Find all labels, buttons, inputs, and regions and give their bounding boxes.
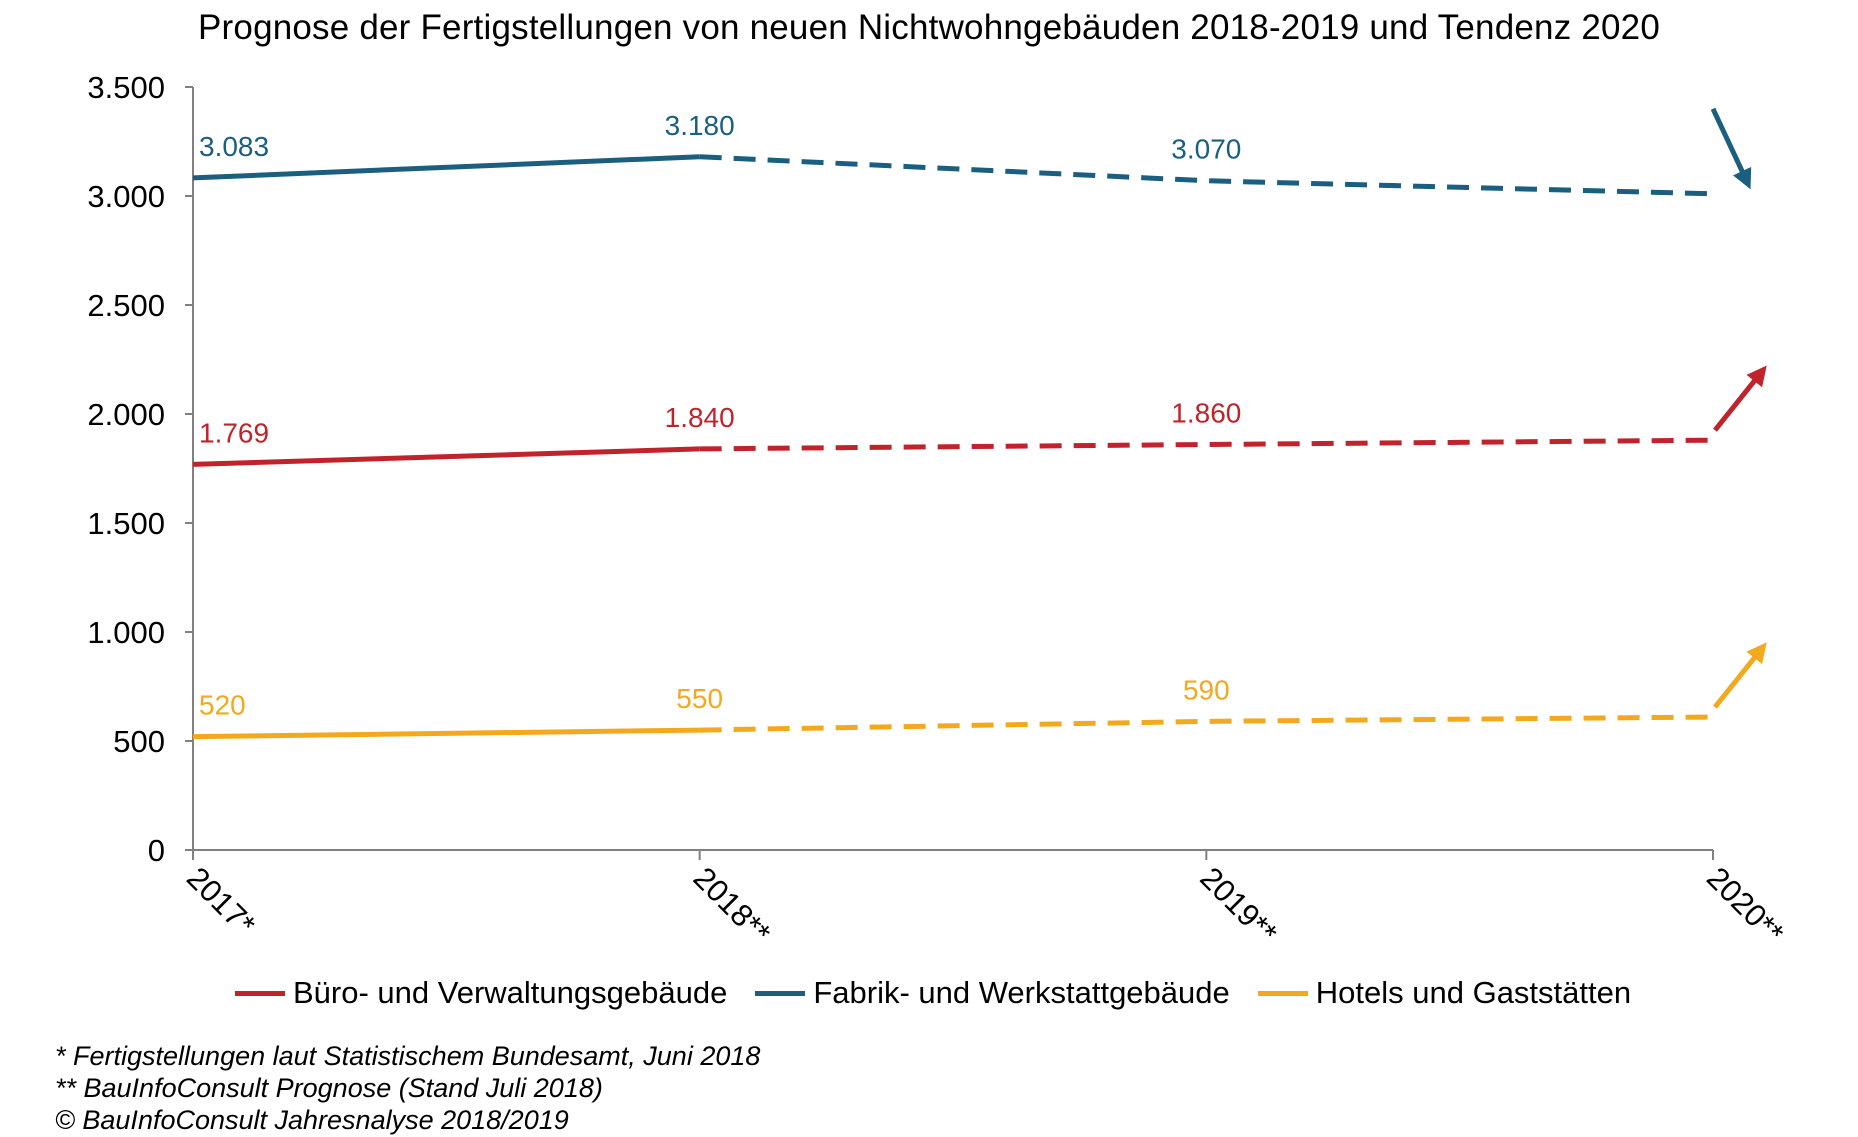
- trend-arrow-2020: [1713, 365, 1767, 432]
- legend-swatch-hotels: [1257, 990, 1308, 996]
- data-label: 3.180: [665, 110, 735, 141]
- y-tick-label: 2.000: [87, 397, 165, 432]
- x-tick-label: 2020**: [1700, 860, 1791, 951]
- data-label: 3.083: [199, 131, 269, 162]
- x-tick-label: 2019**: [1193, 860, 1284, 951]
- legend-item-hotels: Hotels und Gaststätten: [1257, 975, 1632, 1011]
- chart-title: Prognose der Fertigstellungen von neuen …: [198, 8, 1660, 47]
- data-label: 520: [199, 690, 246, 721]
- y-tick-label: 3.000: [87, 179, 165, 214]
- footnote-copyright: © BauInfoConsult Jahresnalyse 2018/2019: [55, 1105, 569, 1135]
- series-line-forecast: [699, 437, 1714, 452]
- series-line-solid: [192, 446, 700, 467]
- series-line-solid: [192, 154, 700, 181]
- footnote-source-destatis: * Fertigstellungen laut Statistischem Bu…: [55, 1041, 761, 1071]
- legend-label-fabrik: Fabrik- und Werkstattgebäude: [813, 975, 1230, 1010]
- y-tick-label: 2.500: [87, 288, 165, 323]
- chart-legend: Büro- und Verwaltungsgebäude Fabrik- und…: [235, 975, 1659, 1011]
- legend-label-buero: Büro- und Verwaltungsgebäude: [293, 975, 728, 1010]
- data-label: 590: [1183, 674, 1230, 705]
- line-chart: 0 500 1.000 1.500 2.000 2.500 3.000 3.500 2017* 2…: [87, 70, 1790, 951]
- trend-arrow-2020: [1710, 107, 1752, 190]
- chart-axes: 0 500 1.000 1.500 2.000 2.500 3.000 3.500 2017* 2…: [87, 70, 1790, 951]
- x-tick-label: 2018**: [687, 860, 778, 951]
- data-label: 1.840: [665, 402, 735, 433]
- data-labels: 1.769 1.840 1.860 3.083 3.180 3.070 520 550 590: [199, 110, 1241, 721]
- series-line-solid: [192, 727, 700, 740]
- legend-item-buero: Büro- und Verwaltungsgebäude: [235, 975, 727, 1011]
- data-label: 550: [676, 683, 723, 714]
- x-tick-label: 2017*: [180, 860, 262, 942]
- legend-item-fabrik: Fabrik- und Werkstattgebäude: [755, 975, 1230, 1011]
- footnotes: * Fertigstellungen laut Statistischem Bu…: [55, 1040, 760, 1136]
- data-label: 1.860: [1171, 398, 1241, 429]
- trend-arrow-2020: [1713, 642, 1767, 709]
- legend-swatch-buero: [235, 990, 285, 996]
- footnote-forecast: ** BauInfoConsult Prognose (Stand Juli 2…: [55, 1073, 603, 1103]
- data-label: 3.070: [1171, 134, 1241, 165]
- series-line-forecast: [699, 714, 1714, 733]
- series-lines: [192, 154, 1714, 740]
- y-tick-label: 1.500: [87, 506, 165, 541]
- legend-swatch-fabrik: [755, 990, 806, 996]
- y-tick-label: 0: [148, 833, 165, 868]
- trend-arrows: [1710, 107, 1767, 709]
- y-tick-label: 1.000: [87, 615, 165, 650]
- legend-label-hotels: Hotels und Gaststätten: [1315, 975, 1632, 1010]
- data-label: 1.769: [199, 417, 269, 448]
- y-tick-label: 500: [113, 724, 165, 759]
- y-tick-label: 3.500: [87, 70, 165, 105]
